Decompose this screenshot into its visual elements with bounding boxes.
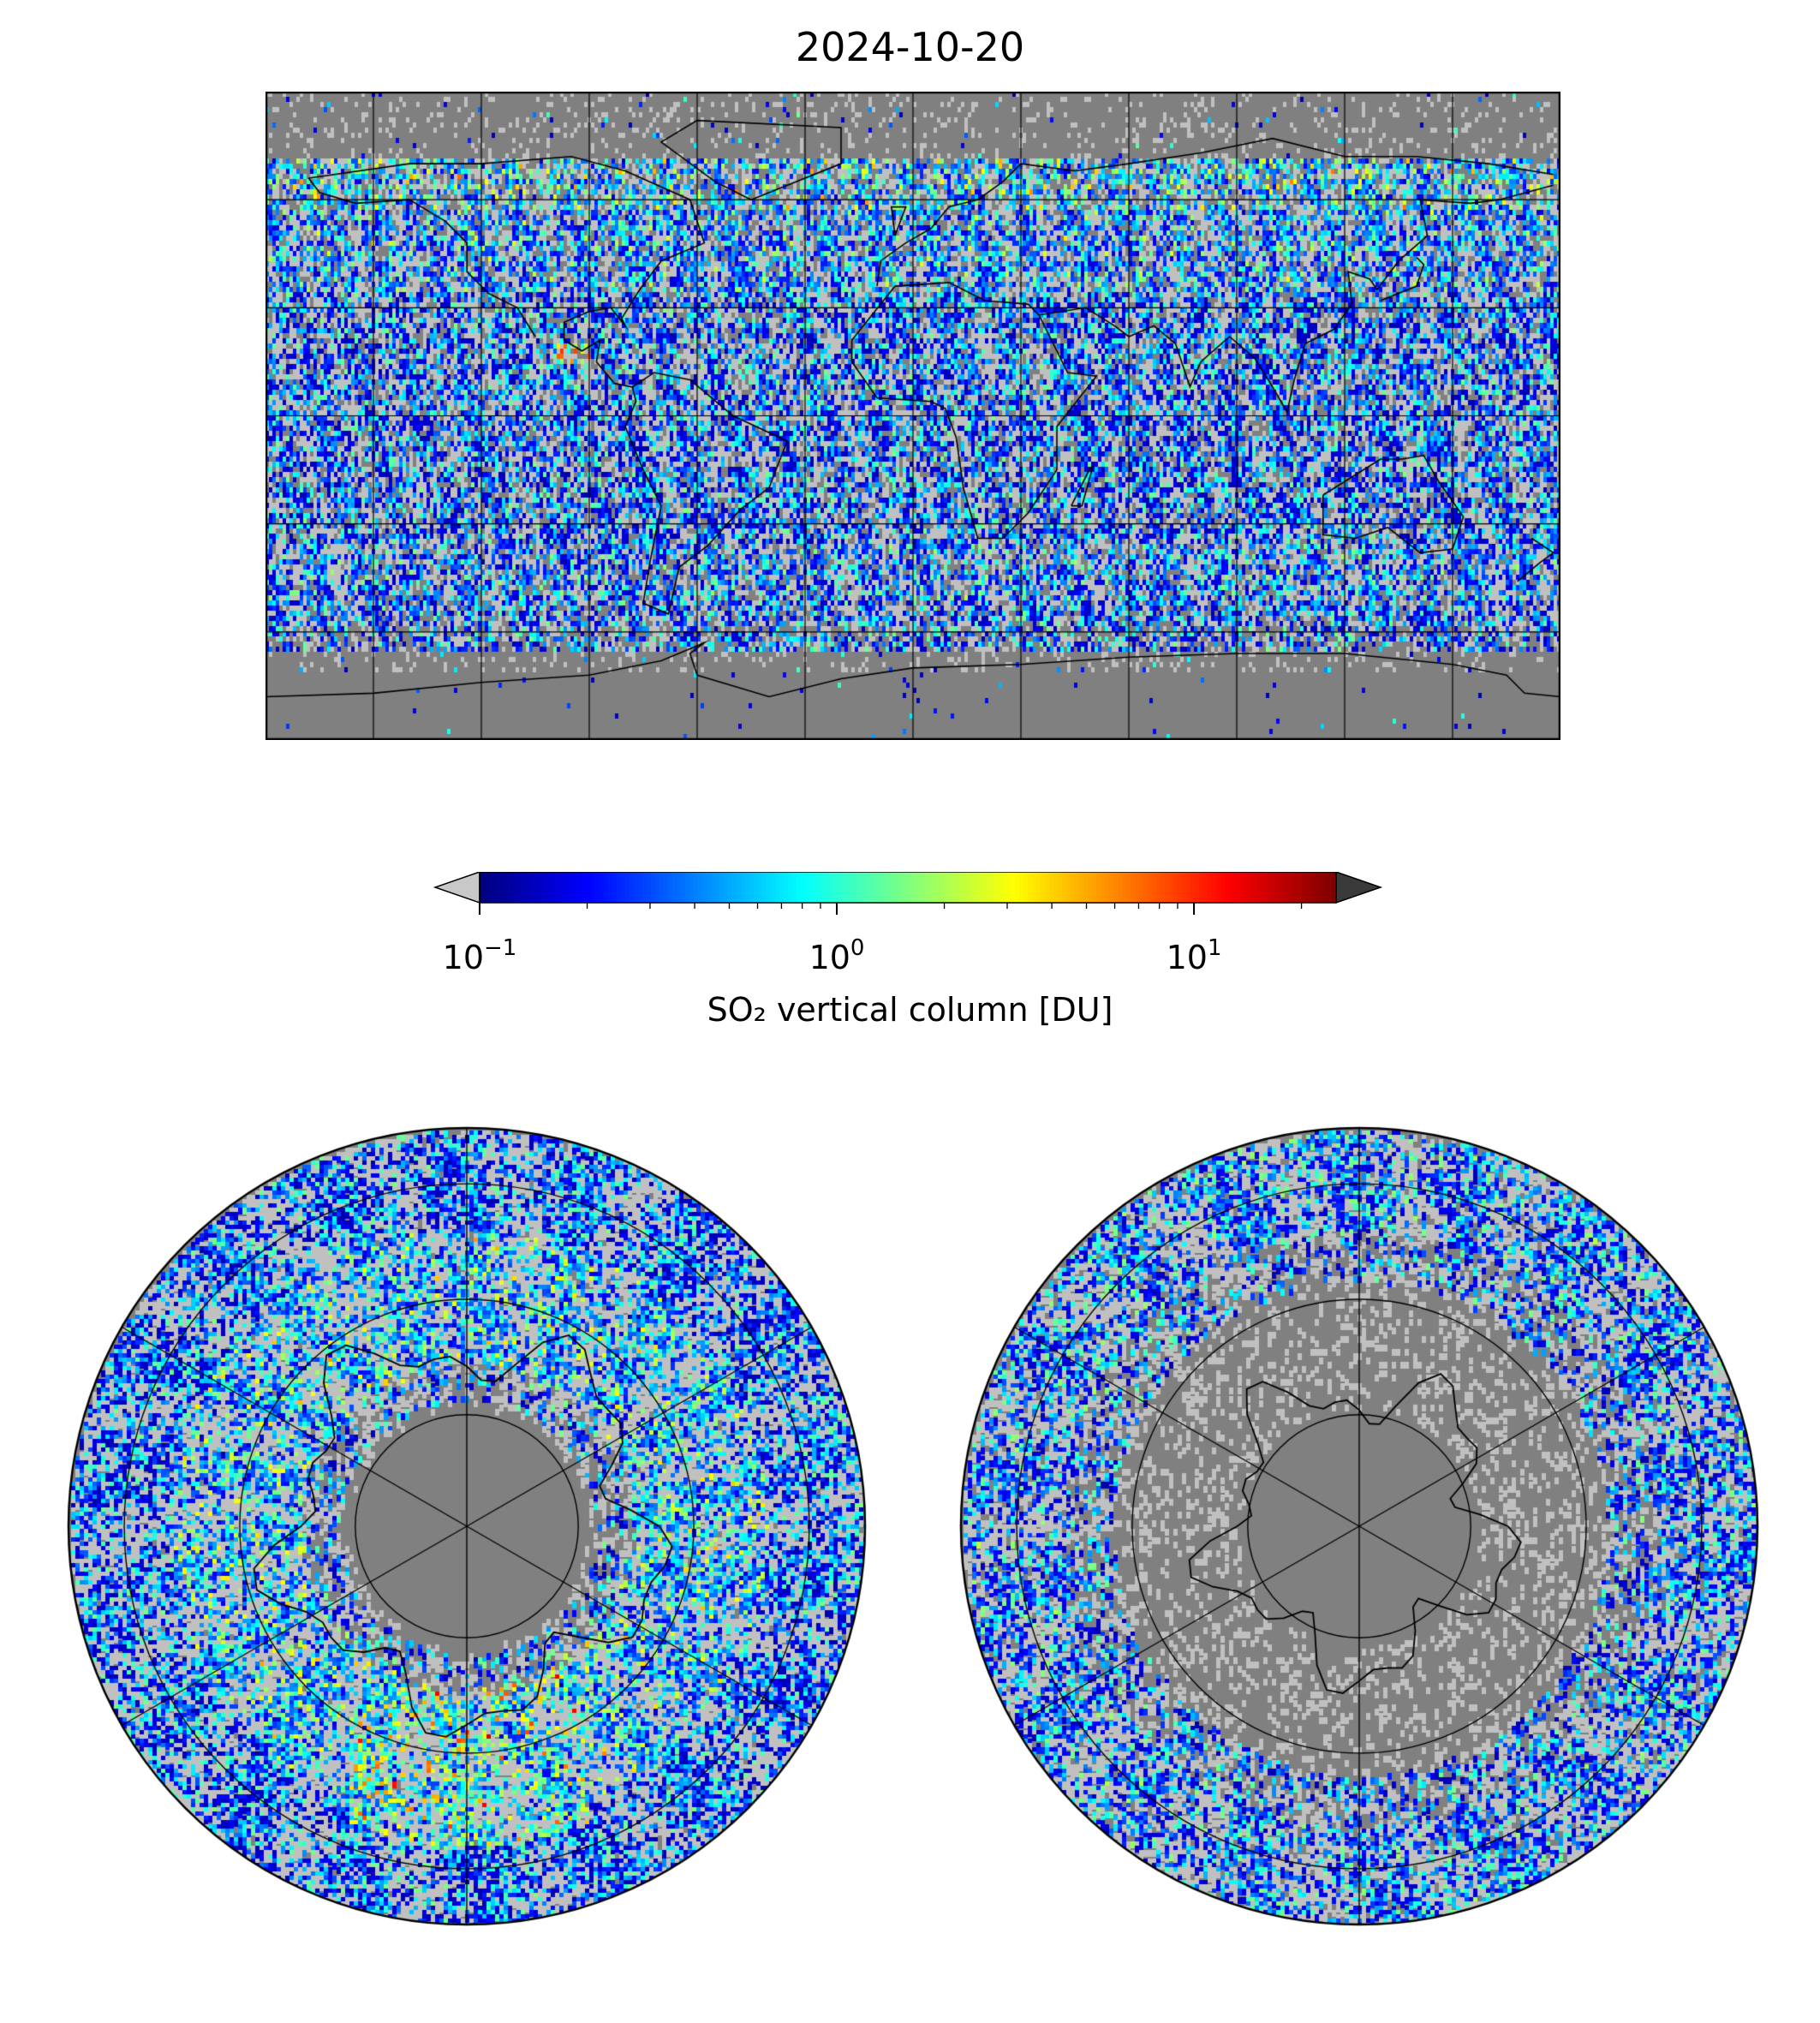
- north-polar-so2-field: [67, 1126, 867, 1926]
- colorbar-tick-label: 10−1: [442, 935, 517, 976]
- south-polar-so2-field: [959, 1126, 1759, 1926]
- colorbar: [428, 870, 1396, 1043]
- colorbar-tick-label: 101: [1166, 935, 1222, 976]
- colorbar-graphic: [433, 870, 1383, 915]
- north-polar-map: [67, 1126, 867, 1926]
- colorbar-tick-label: 100: [809, 935, 865, 976]
- colorbar-label: SO₂ vertical column [DU]: [707, 991, 1113, 1029]
- colorbar-under-extension: [433, 870, 480, 904]
- figure-title: 2024-10-20: [795, 24, 1025, 70]
- south-polar-map: [959, 1126, 1759, 1926]
- global-so2-field: [266, 92, 1560, 740]
- global-map: [266, 92, 1560, 740]
- colorbar-over-extension: [1335, 870, 1383, 904]
